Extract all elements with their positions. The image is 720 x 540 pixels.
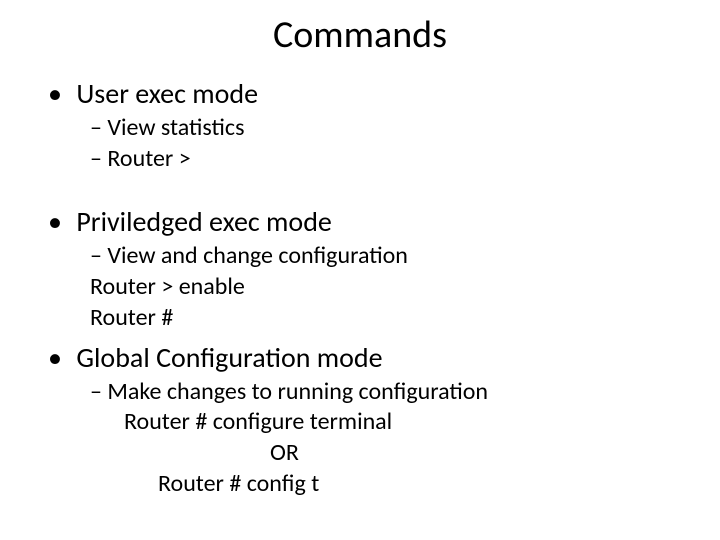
sub-block-user-exec: View statistics Router >: [90, 113, 690, 174]
sub-item-text: Router # configure terminal: [124, 407, 392, 436]
sub-item: Router # config t: [90, 469, 690, 500]
bullet-global-config-mode: Global Configuration mode: [48, 340, 690, 375]
sub-item-text: Router # config t: [158, 469, 319, 498]
slide-title: Commands: [30, 12, 690, 58]
sub-item-text: View and change configuration: [107, 241, 407, 270]
sub-item-text: Router > enable: [90, 272, 245, 301]
sub-item-text: Router #: [90, 303, 173, 332]
sub-block-global-config: Make changes to running configuration Ro…: [90, 377, 690, 500]
sub-item-text: Make changes to running configuration: [107, 377, 488, 406]
sub-item: Router > enable: [90, 272, 690, 303]
sub-item-text: Router >: [107, 144, 190, 173]
bullet-text: Global Configuration mode: [76, 340, 382, 375]
bullet-text: User exec mode: [76, 76, 258, 111]
sub-item: OR: [90, 438, 690, 469]
bullet-privileged-exec-mode: Priviledged exec mode: [48, 204, 690, 239]
sub-item: Router #: [90, 303, 690, 334]
sub-item-text: OR: [270, 438, 299, 467]
sub-item-text: View statistics: [107, 113, 244, 142]
sub-item: Router >: [90, 144, 690, 175]
sub-item: View and change configuration: [90, 241, 690, 272]
sub-item: Make changes to running configuration: [90, 377, 690, 408]
bullet-text: Priviledged exec mode: [76, 204, 332, 239]
sub-item: View statistics: [90, 113, 690, 144]
bullet-user-exec-mode: User exec mode: [48, 76, 690, 111]
sub-block-privileged: View and change configuration Router > e…: [90, 241, 690, 333]
sub-item: Router # configure terminal: [90, 407, 690, 438]
